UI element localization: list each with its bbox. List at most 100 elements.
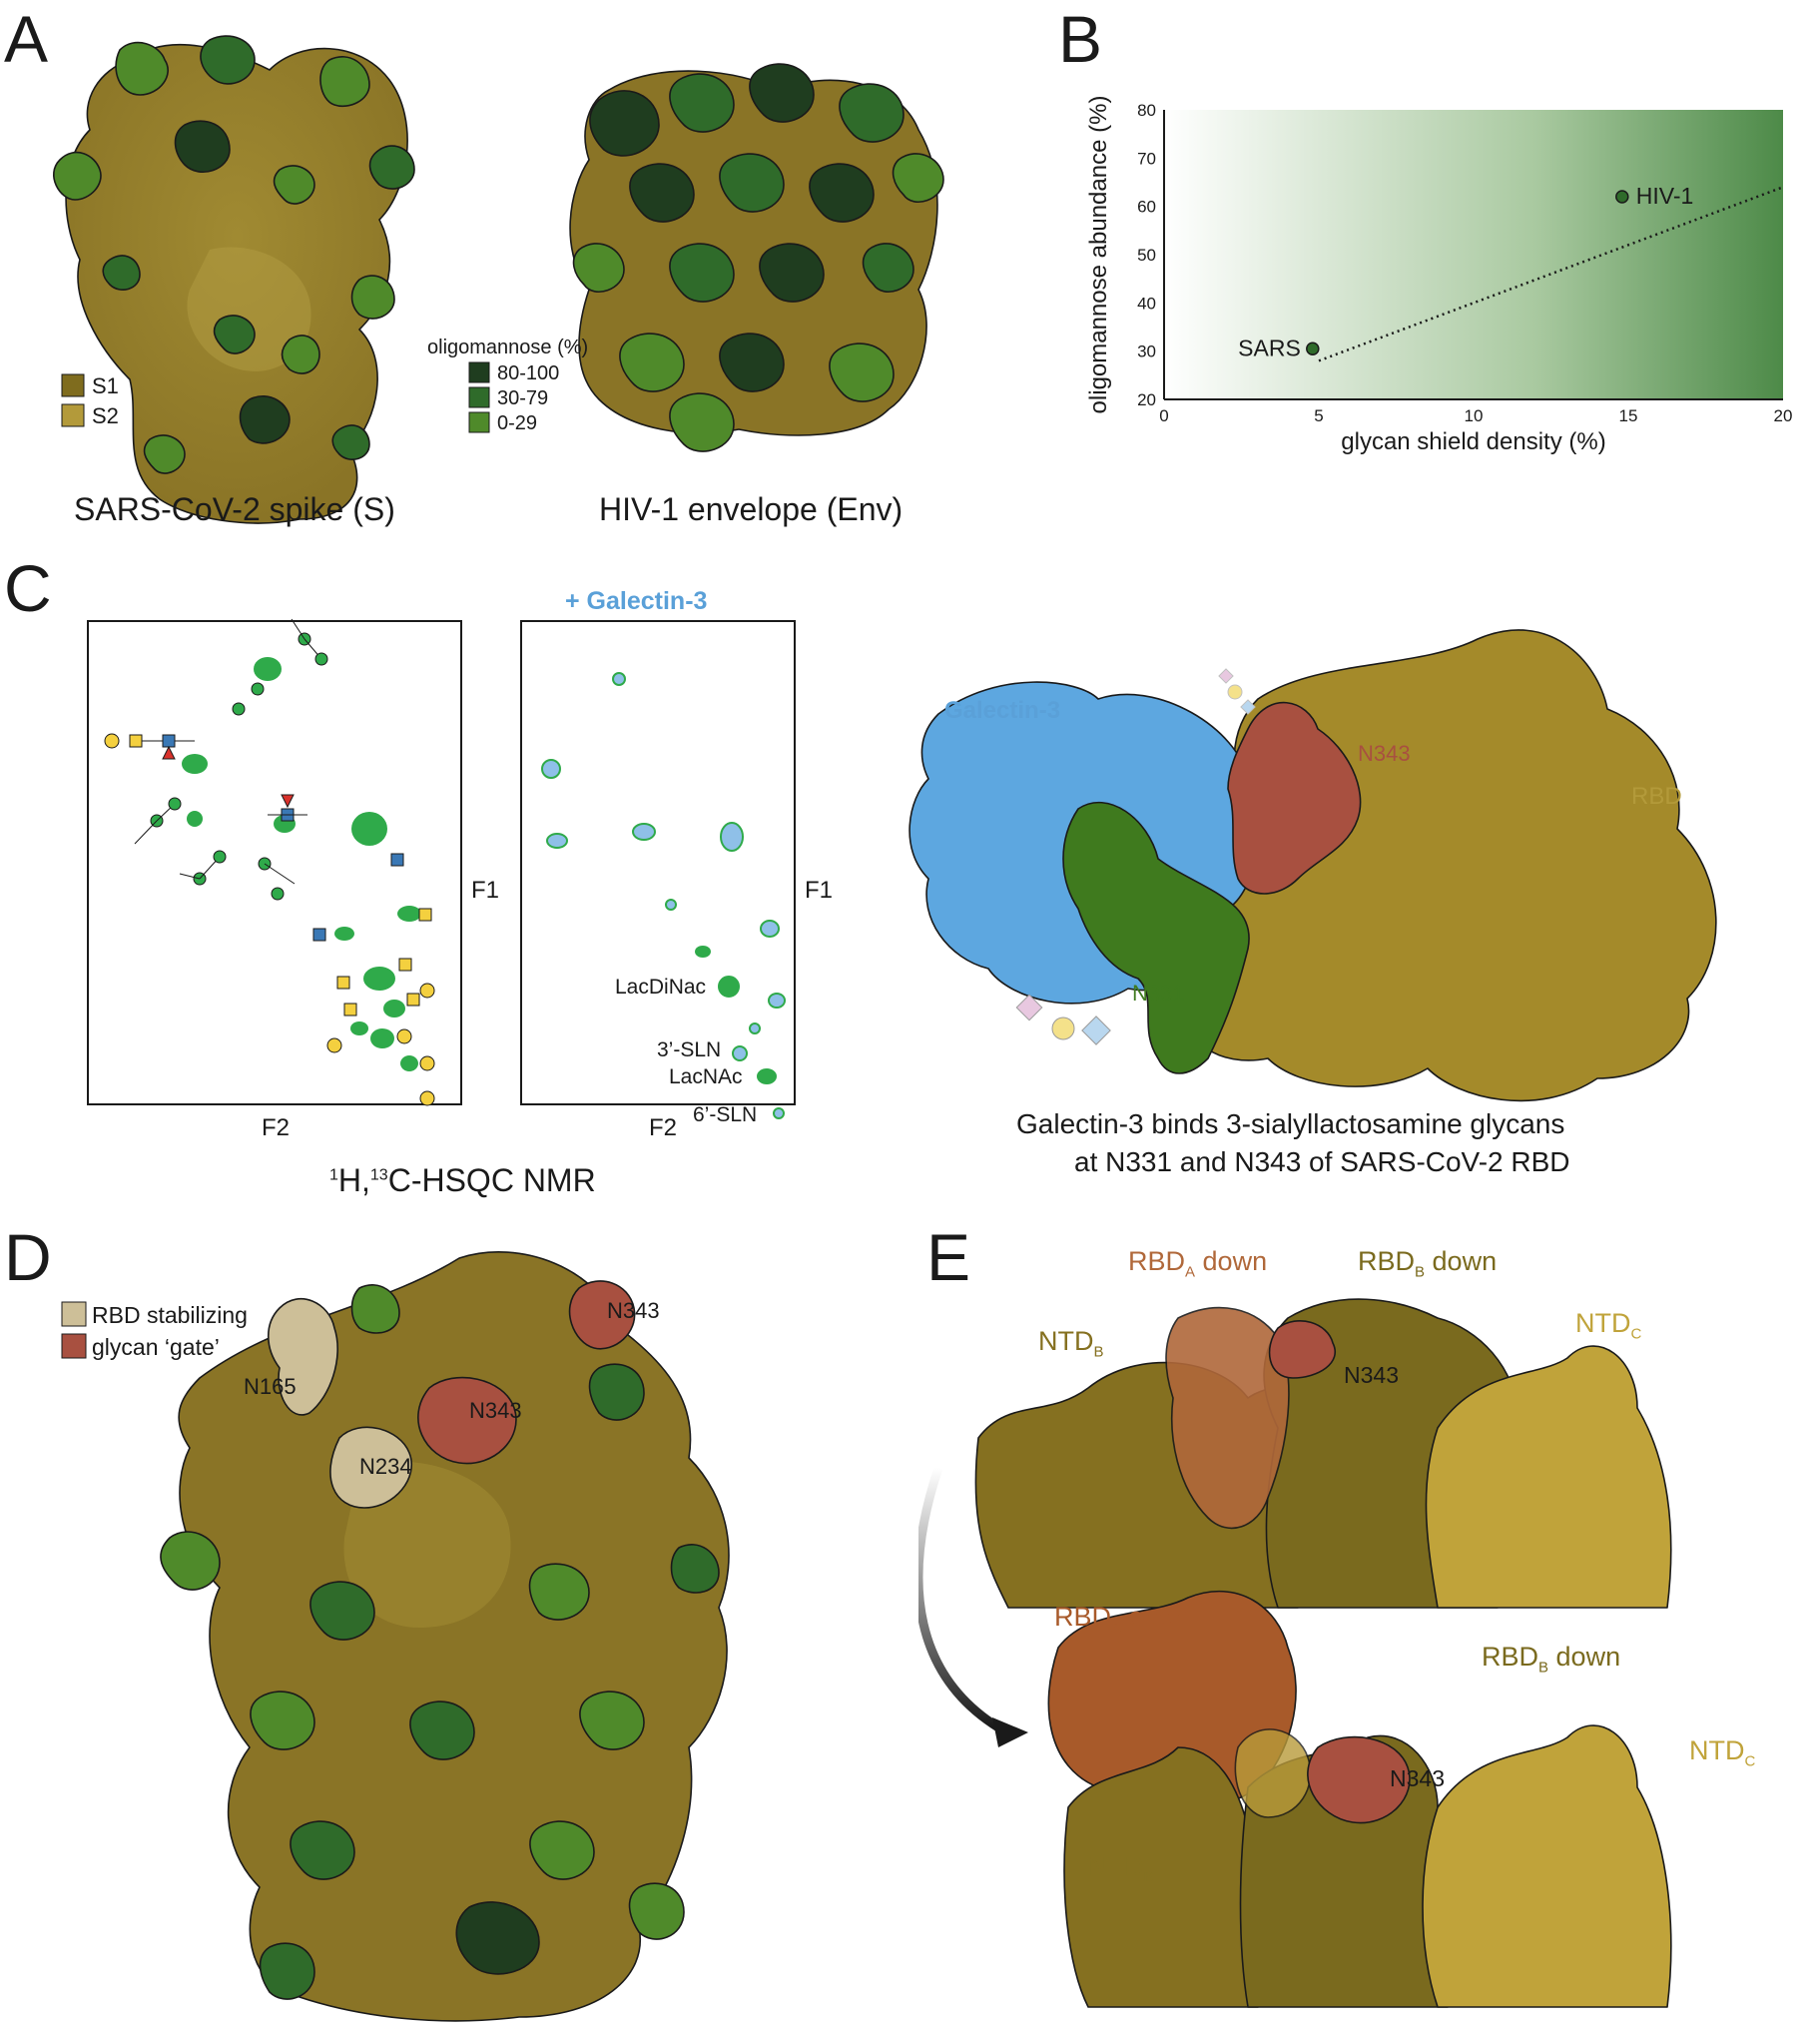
glycan-density-chart: 0 5 10 15 20 20 30 40 50 60 70 80 glycan shield dens… — [1085, 96, 1793, 455]
e-top-ntd-c-sub: C — [1630, 1325, 1642, 1343]
e-top-rbd-a-text: RBD — [1128, 1246, 1186, 1276]
e-bottom-rbd-b-text: RBD — [1482, 1642, 1539, 1672]
legend-oligo-80-swatch — [468, 361, 490, 383]
chart-plot-area — [1164, 110, 1783, 399]
n234-label: N234 — [359, 1454, 412, 1479]
legend-oligo-0-label: 0-29 — [497, 412, 538, 434]
legend-oligo-80-label: 80-100 — [497, 362, 560, 384]
panel-letter-b: B — [1058, 2, 1103, 76]
nmr-caption-mid: H, — [337, 1162, 370, 1198]
e-bottom-n343-label: N343 — [1390, 1765, 1445, 1791]
legend-s2-swatch — [61, 403, 85, 427]
chart-x-tick-label: 15 — [1619, 406, 1638, 425]
galectin-caption-line2: at N331 and N343 of SARS-CoV-2 RBD — [1074, 1146, 1570, 1177]
panel-e-illustration — [918, 1298, 1672, 2008]
chart-y-axis-title: oligomannose abundance (%) — [1085, 96, 1112, 414]
chart-y-tick-label: 60 — [1137, 198, 1156, 217]
n343-top-label: N343 — [607, 1298, 660, 1323]
legend-oligo-30-swatch — [468, 386, 490, 408]
rbd-down-state — [974, 1298, 1672, 1609]
spike-glycans-d — [160, 1280, 720, 2000]
spike-caption: SARS-CoV-2 spike (S) — [74, 491, 395, 527]
legend-glycan-gate-label: glycan ‘gate’ — [92, 1334, 220, 1360]
legend-oligo-title: oligomannose (%) — [427, 337, 589, 358]
e-bottom-ntd-b-label: NTDB — [1088, 1851, 1154, 1886]
nmr-caption-sup1: 1 — [329, 1166, 338, 1184]
e-top-n343-label: N343 — [1344, 1362, 1399, 1388]
glycan-symbols — [104, 618, 435, 1106]
panel-letter-a: A — [4, 2, 49, 76]
chart-y-tick-label: 30 — [1137, 342, 1156, 361]
hiv-caption: HIV-1 envelope (Env) — [599, 491, 904, 527]
legend-s2-label: S2 — [92, 403, 119, 428]
peak-label-lacnac: LacNAc — [669, 1065, 743, 1088]
panel-a-illustrations — [53, 35, 944, 524]
rbd-open-state — [1047, 1590, 1672, 2008]
e-top-ntd-b-label: NTDB — [1038, 1326, 1104, 1361]
chart-y-tick-label: 80 — [1137, 101, 1156, 120]
legend-oligo-30-label: 30-79 — [497, 387, 549, 409]
panel-c-graphics — [87, 618, 1717, 1119]
nmr-peaks-galectin — [541, 672, 786, 1119]
f1-axis-label-free: F1 — [471, 877, 500, 904]
chart-x-axis-title: glycan shield density (%) — [1341, 428, 1605, 455]
chart-y-tick-label: 50 — [1137, 246, 1156, 265]
e-top-rbd-a-state: down — [1195, 1246, 1268, 1276]
e-top-ntd-c-text: NTD — [1575, 1308, 1631, 1338]
n343-label-c: N343 — [1358, 741, 1411, 766]
panel-d-spike-illustration — [61, 1251, 730, 2022]
legend-rbd-stabilizing-swatch — [61, 1301, 87, 1327]
f2-axis-label-free: F2 — [262, 1114, 291, 1141]
e-bottom-ntd-c-label: NTDC — [1689, 1737, 1756, 1770]
spike-glycans — [53, 35, 415, 474]
peak-label-lacdinac: LacDiNac — [615, 976, 707, 999]
e-top-rbd-b-state: down — [1425, 1246, 1498, 1276]
nmr-peaks-free — [182, 657, 421, 1071]
legend-rbd-stabilizing-label: RBD stabilizing — [92, 1302, 248, 1328]
legend-glycan-gate-swatch — [61, 1333, 87, 1359]
galectin-rbd-illustration — [909, 629, 1717, 1102]
galectin-protein-label: Galectin-3 — [944, 697, 1061, 724]
transition-arrow-head — [992, 1717, 1028, 1747]
galectin-spectrum-title: + Galectin-3 — [565, 587, 708, 615]
e-top-ntd-c-label: NTDC — [1575, 1308, 1642, 1343]
e-top-rbd-b-sub: B — [1415, 1263, 1426, 1281]
peak-label-3-sln: 3’-SLN — [657, 1038, 722, 1061]
chart-y-tick-label: 70 — [1137, 149, 1156, 168]
chart-x-tick-label: 0 — [1159, 406, 1168, 425]
e-bottom-rbd-a-text: RBD — [1054, 1602, 1112, 1632]
rbd-label-c: RBD — [1631, 783, 1682, 810]
e-top-ntd-b-sub: B — [1093, 1343, 1104, 1361]
panel-letter-c: C — [4, 551, 52, 625]
chart-point-label-0: SARS — [1238, 335, 1301, 360]
n331-label: N331 — [1132, 981, 1185, 1006]
chart-x-tick-label: 20 — [1774, 406, 1793, 425]
e-bottom-rbd-a-sub: A — [1111, 1619, 1122, 1637]
chart-point-1 — [1615, 190, 1629, 204]
e-bottom-ntd-c-sub: C — [1744, 1752, 1756, 1770]
e-bottom-ntd-b-sub: B — [1143, 1868, 1154, 1886]
f1-axis-label-galectin: F1 — [805, 877, 834, 904]
spike-protein-shape — [65, 43, 408, 524]
panel-letter-d: D — [4, 1220, 52, 1294]
e-bottom-rbd-b-sub: B — [1538, 1659, 1549, 1677]
n343-mid-label: N343 — [469, 1398, 522, 1423]
e-bottom-ntd-b-text: NTD — [1088, 1851, 1144, 1881]
chart-x-tick-label: 10 — [1465, 406, 1484, 425]
nmr-spectrum-free-frame — [87, 620, 462, 1105]
chart-point-label-1: HIV-1 — [1636, 183, 1694, 209]
nmr-spectrum-galectin-frame — [520, 620, 796, 1105]
e-bottom-rbd-b-state: down — [1548, 1642, 1621, 1672]
chart-y-tick-label: 20 — [1137, 390, 1156, 409]
e-top-rbd-b-text: RBD — [1358, 1246, 1416, 1276]
legend-oligo-0-swatch — [468, 411, 490, 433]
hiv-glycans — [572, 63, 944, 452]
f2-axis-label-galectin: F2 — [649, 1114, 678, 1141]
nmr-caption-sup2: 13 — [369, 1166, 388, 1184]
chart-x-tick-label: 5 — [1314, 406, 1323, 425]
e-top-rbd-a-label: RBDA down — [1128, 1246, 1268, 1281]
e-bottom-rbd-a-label: RBDA open — [1054, 1602, 1189, 1637]
e-top-rbd-a-sub: A — [1185, 1263, 1196, 1281]
e-top-rbd-b-label: RBDB down — [1358, 1246, 1498, 1281]
e-top-ntd-b-text: NTD — [1038, 1326, 1094, 1356]
